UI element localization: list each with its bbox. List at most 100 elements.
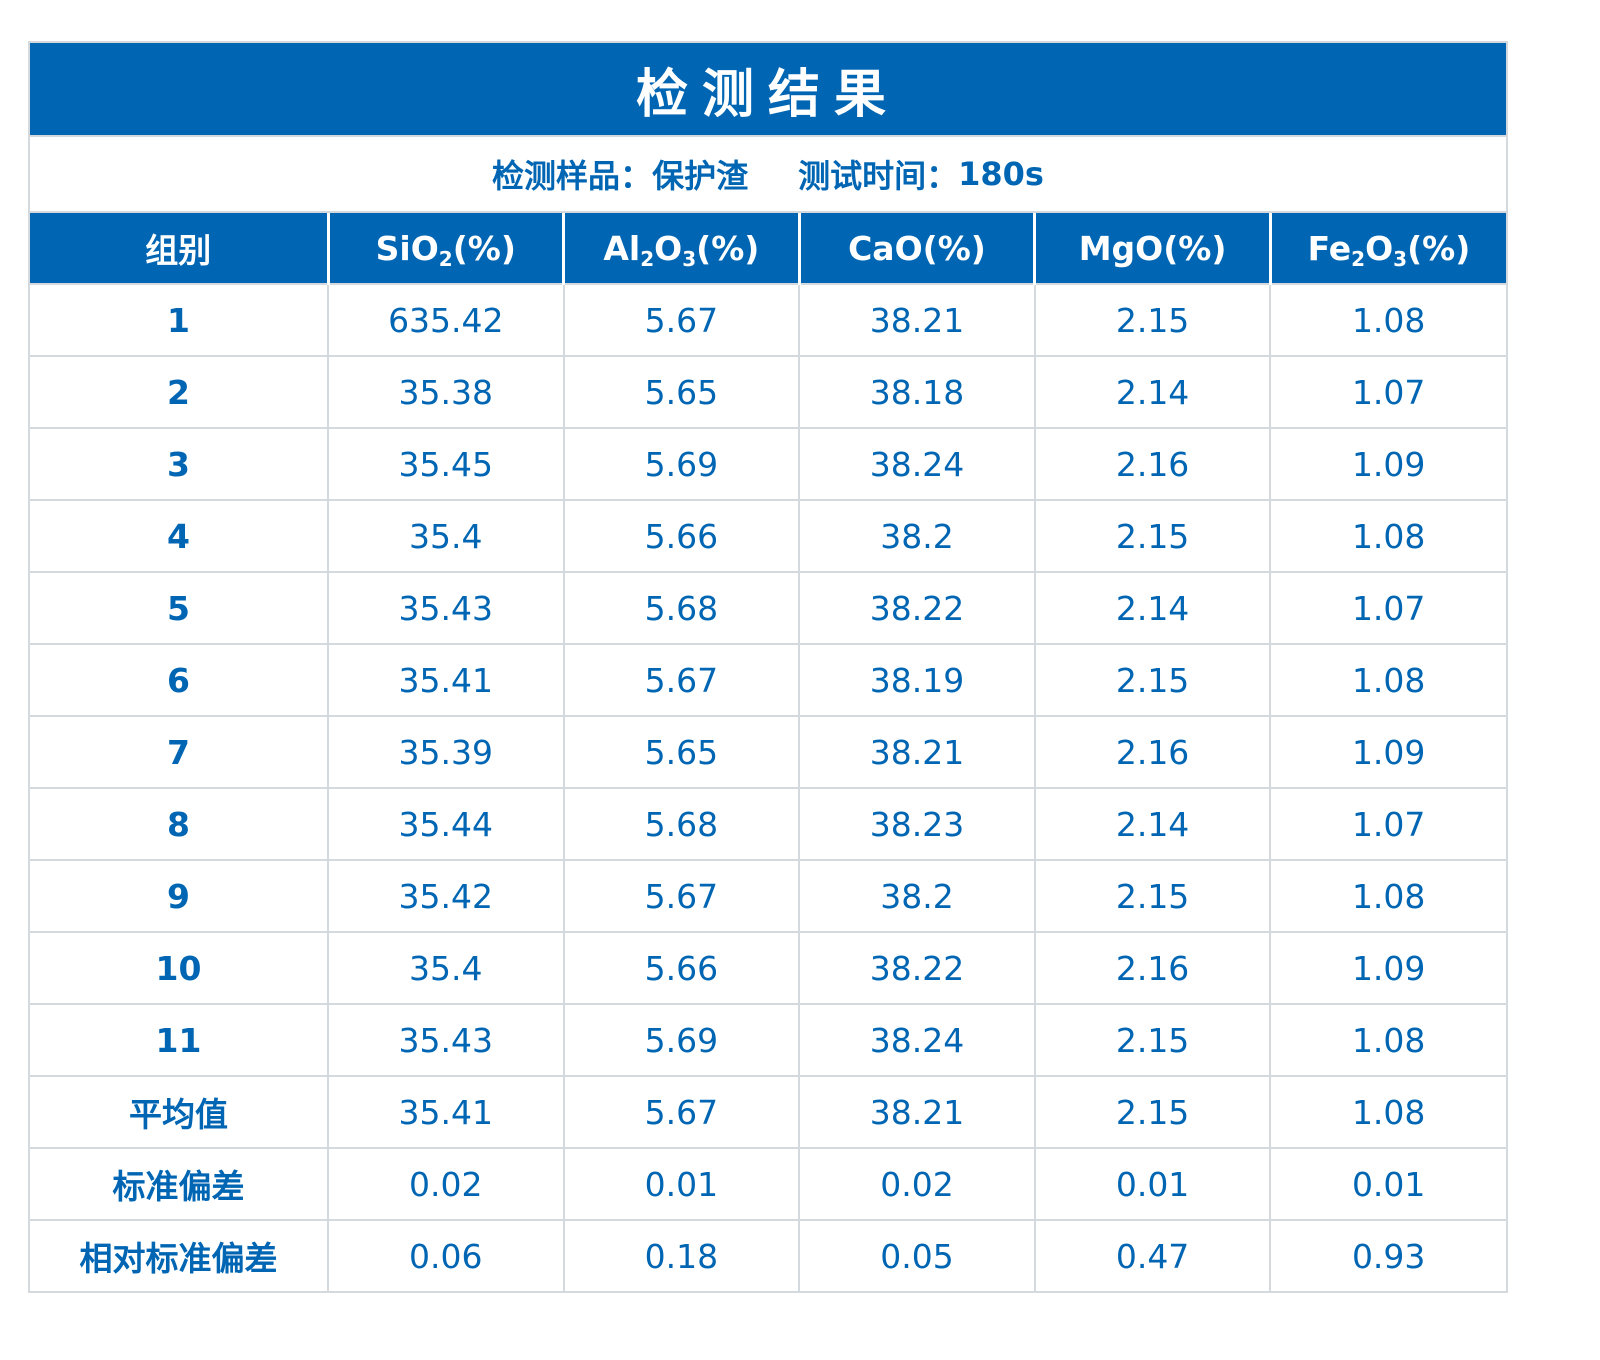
cell-mgo: 2.16 bbox=[1034, 932, 1272, 1005]
cell-mgo: 2.16 bbox=[1034, 428, 1272, 501]
cell-cao: 38.22 bbox=[799, 572, 1036, 645]
cell-cao: 38.24 bbox=[799, 1004, 1036, 1077]
cell-mgo: 2.15 bbox=[1034, 644, 1272, 717]
table-row: 2 35.38 5.65 38.18 2.14 1.07 bbox=[30, 356, 1506, 429]
cell-fe2o3: 0.93 bbox=[1351, 1236, 1426, 1276]
cell-group: 11 bbox=[30, 1004, 329, 1077]
cell-cao: 0.02 bbox=[799, 1148, 1036, 1221]
cell-cao: 38.19 bbox=[799, 644, 1036, 717]
cell-al2o3: 5.67 bbox=[563, 1076, 801, 1149]
cell-al2o3: 5.65 bbox=[563, 716, 801, 789]
table-row: 相对标准偏差 0.06 0.18 0.05 0.47 0.93 bbox=[30, 1220, 1506, 1291]
cell-group: 3 bbox=[30, 428, 329, 501]
cell-fe2o3: 1.09 bbox=[1270, 716, 1506, 789]
page-title: 检测结果 bbox=[30, 43, 1506, 137]
cell-group: 5 bbox=[30, 572, 329, 645]
table-row: 9 35.42 5.67 38.2 2.15 1.08 bbox=[30, 860, 1506, 933]
header-subscript: 3 bbox=[682, 246, 697, 271]
cell-fe2o3: 1.08 bbox=[1270, 644, 1506, 717]
cell-fe2o3: 1.09 bbox=[1270, 428, 1506, 501]
cell-sio2: 635.42 bbox=[328, 284, 565, 357]
table-row: 8 35.44 5.68 38.23 2.14 1.07 bbox=[30, 788, 1506, 861]
table-row: 10 35.4 5.66 38.22 2.16 1.09 bbox=[30, 932, 1506, 1005]
sample-value: 保护渣 bbox=[652, 157, 749, 195]
cell-group: 4 bbox=[30, 500, 329, 573]
cell-al2o3: 5.68 bbox=[563, 572, 801, 645]
cell-al2o3: 5.65 bbox=[563, 356, 801, 429]
cell-sio2: 0.06 bbox=[328, 1220, 565, 1291]
cell-al2o3: 5.68 bbox=[563, 788, 801, 861]
header-text: CaO(%) bbox=[848, 228, 986, 268]
header-text: O bbox=[654, 228, 683, 268]
cell-al2o3: 0.01 bbox=[563, 1148, 801, 1221]
cell-al2o3: 5.66 bbox=[563, 932, 801, 1005]
cell-sio2: 35.42 bbox=[328, 860, 565, 933]
cell-fe2o3: 1.07 bbox=[1270, 788, 1506, 861]
cell-sio2: 35.43 bbox=[328, 1004, 565, 1077]
cell-al2o3: 0.18 bbox=[563, 1220, 801, 1291]
header-text: O bbox=[1365, 228, 1394, 268]
header-text: SiO bbox=[375, 228, 439, 268]
cell-group: 相对标准偏差 bbox=[30, 1220, 329, 1291]
table-row: 1 635.42 5.67 38.21 2.15 1.08 bbox=[30, 284, 1506, 357]
column-header-fe2o3: Fe2O3(%) bbox=[1270, 213, 1506, 285]
cell-mgo: 2.14 bbox=[1034, 572, 1272, 645]
header-text: Al bbox=[603, 228, 641, 268]
cell-sio2: 35.45 bbox=[328, 428, 565, 501]
cell-cao: 38.18 bbox=[799, 356, 1036, 429]
cell-sio2: 35.38 bbox=[328, 356, 565, 429]
cell-fe2o3: 1.08 bbox=[1270, 1004, 1506, 1077]
cell-group: 1 bbox=[30, 284, 329, 357]
cell-group: 平均值 bbox=[30, 1076, 329, 1149]
cell-mgo: 2.16 bbox=[1034, 716, 1272, 789]
cell-sio2: 35.4 bbox=[328, 500, 565, 573]
cell-al2o3: 5.66 bbox=[563, 500, 801, 573]
header-subscript: 2 bbox=[438, 246, 453, 271]
table-row: 标准偏差 0.02 0.01 0.02 0.01 0.01 bbox=[30, 1148, 1506, 1221]
column-header-sio2: SiO2(%) bbox=[328, 213, 566, 285]
cell-mgo: 2.15 bbox=[1034, 1076, 1272, 1149]
cell-cao: 38.24 bbox=[799, 428, 1036, 501]
cell-cao: 0.05 bbox=[799, 1220, 1036, 1291]
table-row: 11 35.43 5.69 38.24 2.15 1.08 bbox=[30, 1004, 1506, 1077]
column-header-group: 组别 bbox=[30, 213, 330, 285]
cell-sio2: 35.4 bbox=[328, 932, 565, 1005]
cell-sio2: 35.43 bbox=[328, 572, 565, 645]
cell-al2o3: 5.67 bbox=[563, 284, 801, 357]
cell-fe2o3: 1.07 bbox=[1270, 572, 1506, 645]
cell-mgo: 2.15 bbox=[1034, 860, 1272, 933]
cell-cao: 38.21 bbox=[799, 716, 1036, 789]
cell-mgo: 0.47 bbox=[1034, 1220, 1272, 1291]
column-header-cao: CaO(%) bbox=[799, 213, 1037, 285]
cell-mgo: 2.15 bbox=[1034, 1004, 1272, 1077]
cell-cao: 38.23 bbox=[799, 788, 1036, 861]
cell-sio2: 35.41 bbox=[328, 644, 565, 717]
table-row: 平均值 35.41 5.67 38.21 2.15 1.08 bbox=[30, 1076, 1506, 1149]
table-body: 1 635.42 5.67 38.21 2.15 1.08 2 35.38 5.65 38.18 2… bbox=[30, 284, 1506, 1291]
cell-sio2: 35.44 bbox=[328, 788, 565, 861]
table-row: 3 35.45 5.69 38.24 2.16 1.09 bbox=[30, 428, 1506, 501]
results-table: 组别 SiO2(%) Al2O3(%) CaO(%) MgO(%) Fe2O3(… bbox=[30, 213, 1506, 1291]
cell-group: 6 bbox=[30, 644, 329, 717]
sample-label: 检测样品： bbox=[492, 157, 653, 195]
cell-fe2o3: 1.08 bbox=[1270, 1076, 1506, 1149]
header-text: MgO(%) bbox=[1078, 228, 1227, 268]
cell-cao: 38.21 bbox=[799, 1076, 1036, 1149]
cell-cao: 38.22 bbox=[799, 932, 1036, 1005]
test-time-value: 180s bbox=[958, 155, 1044, 193]
cell-al2o3: 5.69 bbox=[563, 1004, 801, 1077]
cell-sio2: 0.02 bbox=[328, 1148, 565, 1221]
header-subscript: 2 bbox=[1351, 246, 1366, 271]
cell-mgo: 2.14 bbox=[1034, 356, 1272, 429]
cell-al2o3: 5.67 bbox=[563, 860, 801, 933]
cell-fe2o3: 1.08 bbox=[1270, 860, 1506, 933]
cell-fe2o3: 1.07 bbox=[1270, 356, 1506, 429]
results-panel: 检测结果 检测样品： 保护渣 测试时间： 180s 组别 SiO2(%) Al2… bbox=[28, 41, 1508, 1293]
cell-cao: 38.2 bbox=[799, 860, 1036, 933]
cell-sio2: 35.39 bbox=[328, 716, 565, 789]
cell-sio2: 35.41 bbox=[328, 1076, 565, 1149]
cell-group: 标准偏差 bbox=[30, 1148, 329, 1221]
cell-cao: 38.21 bbox=[799, 284, 1036, 357]
cell-fe2o3: 1.08 bbox=[1270, 284, 1506, 357]
cell-group: 9 bbox=[30, 860, 329, 933]
